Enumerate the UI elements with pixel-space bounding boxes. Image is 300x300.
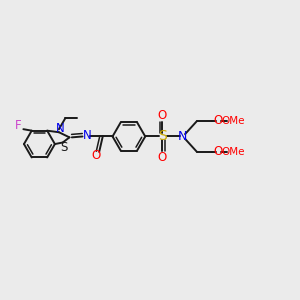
Text: N: N bbox=[178, 130, 188, 143]
Text: OMe: OMe bbox=[221, 147, 245, 157]
Text: O: O bbox=[158, 152, 167, 164]
Text: O: O bbox=[214, 114, 223, 127]
Text: O: O bbox=[92, 149, 101, 162]
Text: S: S bbox=[158, 130, 167, 143]
Text: S: S bbox=[60, 141, 68, 154]
Text: O: O bbox=[214, 145, 223, 158]
Text: N: N bbox=[83, 129, 92, 142]
Text: N: N bbox=[56, 122, 65, 135]
Text: OMe: OMe bbox=[221, 116, 245, 126]
Text: F: F bbox=[15, 119, 22, 132]
Text: O: O bbox=[158, 109, 167, 122]
